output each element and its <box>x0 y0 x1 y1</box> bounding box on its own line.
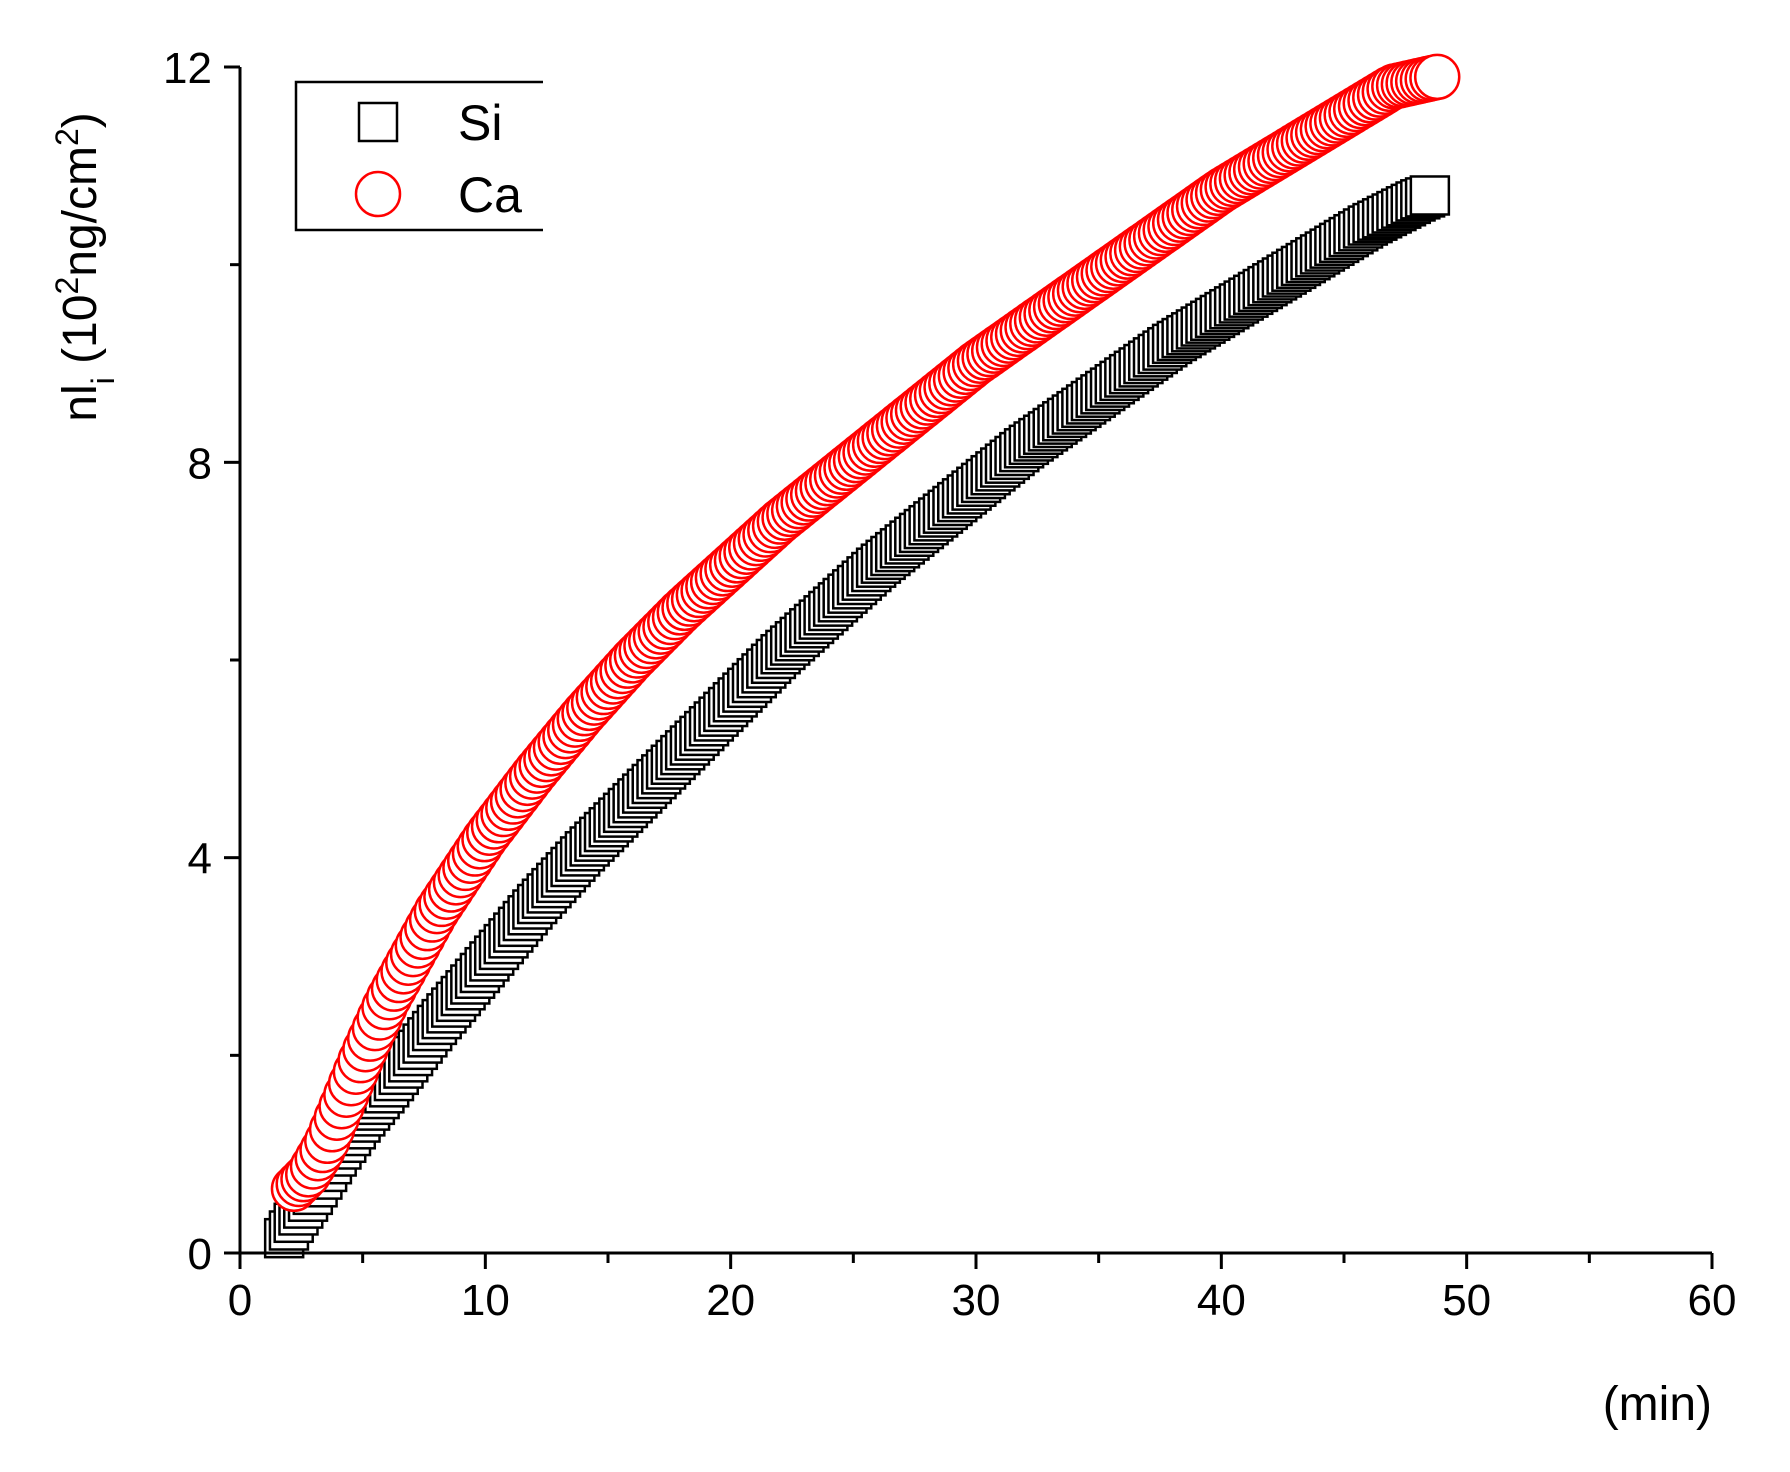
x-axis-ticks: 0 10 20 30 40 50 60 <box>228 1253 1737 1325</box>
y-tick-label: 8 <box>188 439 212 488</box>
data-point-ca <box>1413 53 1461 101</box>
x-tick-label: 30 <box>952 1276 1001 1325</box>
y-axis-title-base: nl <box>54 384 107 421</box>
y-tick-label: 12 <box>163 44 212 93</box>
y-axis-title-close: ) <box>54 112 107 128</box>
legend-frame <box>294 80 543 232</box>
x-axis-title: (min) <box>1603 1378 1712 1431</box>
x-tick-label: 10 <box>461 1276 510 1325</box>
series-layer <box>263 53 1461 1259</box>
y-axis-ticks: 0 4 8 12 <box>163 44 240 1279</box>
y-tick-label: 4 <box>188 835 212 884</box>
x-tick-label: 40 <box>1197 1276 1246 1325</box>
legend-marker-si <box>357 101 399 143</box>
x-tick-label: 20 <box>706 1276 755 1325</box>
legend-marker-ca <box>354 170 402 218</box>
legend-label-si: Si <box>458 95 502 151</box>
x-tick-label: 60 <box>1688 1276 1737 1325</box>
y-axis-title: nli (102ng/cm2) <box>49 112 121 421</box>
x-tick-label: 0 <box>228 1276 252 1325</box>
y-axis-title-sup1: 2 <box>49 277 85 295</box>
series-ca <box>270 53 1461 1213</box>
y-axis-title-sup2: 2 <box>49 128 85 146</box>
legend-label-ca: Ca <box>458 167 522 223</box>
x-tick-label: 50 <box>1442 1276 1491 1325</box>
series-si <box>263 175 1451 1259</box>
y-axis-title-sub: i <box>85 377 121 384</box>
y-axis-title-mid: ng/cm <box>54 146 107 277</box>
data-point-si <box>1409 175 1451 216</box>
y-tick-label: 0 <box>188 1230 212 1279</box>
y-axis-title-open: (10 <box>54 295 107 378</box>
legend: Si Ca <box>294 80 543 232</box>
